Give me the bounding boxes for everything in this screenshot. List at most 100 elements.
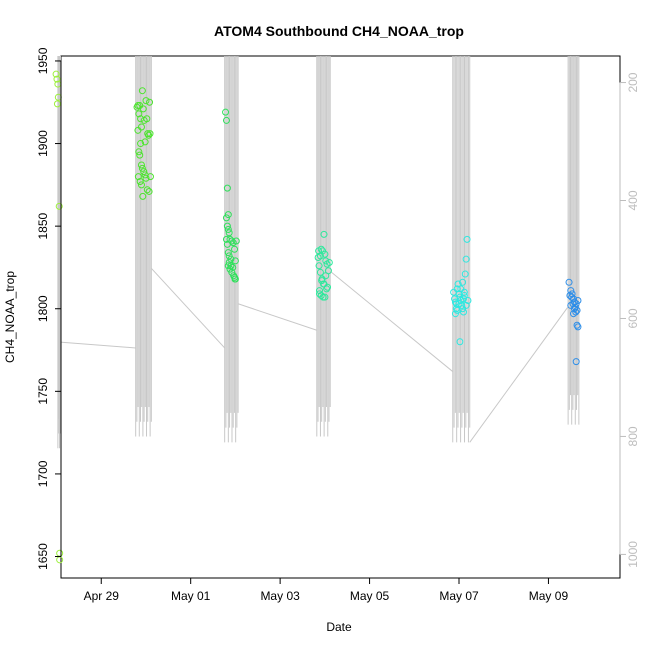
data-point-leg3 [223,222,231,230]
data-point-leg5 [463,235,471,243]
data-point-leg4 [316,268,324,276]
data-point-leg3 [229,263,237,271]
data-point-leg2 [134,126,142,134]
data-point-leg2 [138,87,146,95]
data-point-leg4 [321,250,329,258]
data-point-leg4 [323,260,331,268]
y2-tick-label: 800 [626,426,640,446]
x-tick-label: May 09 [529,589,569,603]
data-point-leg2 [143,186,151,194]
y2-tick-label: 200 [626,72,640,92]
data-point-leg5 [456,293,464,301]
y-axis: 1650 1700 1750 1800 1850 1900 1950 [36,47,62,570]
data-point-leg3 [232,237,240,245]
trace-transit-1 [60,341,136,349]
data-point-leg3 [224,249,232,257]
data-point-leg4 [316,252,324,260]
data-point-leg4 [322,272,330,280]
data-point-leg2 [137,181,145,189]
data-point-leg6 [568,290,576,298]
data-point-leg4 [315,287,323,295]
x-axis-label: Date [326,620,352,634]
trace-transit-2 [150,268,226,349]
data-point-leg2 [146,130,154,138]
data-point-leg1 [53,100,61,108]
x-axis: Apr 29 May 01 May 03 May 05 May 07 May 09 [84,577,569,603]
data-point-leg3 [224,225,232,233]
data-point-leg5 [460,292,468,300]
data-point-leg5 [451,310,459,318]
x-tick-label: Apr 29 [84,589,120,603]
data-point-leg5 [459,308,467,316]
data-point-leg2 [140,168,148,176]
x-tick-label: May 03 [260,589,300,603]
data-point-leg3 [223,184,231,192]
data-point-leg4 [320,280,328,288]
y2-tick-label: 400 [626,190,640,210]
y-tick-label: 1800 [36,295,50,322]
data-point-leg2 [136,178,144,186]
data-point-leg3 [227,262,235,270]
data-point-leg6 [569,310,577,318]
data-point-leg3 [231,257,239,265]
data-point-leg2 [135,148,143,156]
chart-title: ATOM4 Southbound CH4_NOAA_trop [214,23,464,39]
data-point-leg1 [56,556,64,564]
y2-axis: 200 400 600 800 1000 [619,72,640,568]
data-point-leg6 [574,323,582,331]
y2-tick-label: 600 [626,308,640,328]
data-point-leg2 [146,98,154,106]
data-point-leg2 [137,161,145,169]
data-point-leg4 [320,230,328,238]
data-points [52,70,582,564]
data-point-leg5 [460,288,468,296]
y-tick-label: 1700 [36,460,50,487]
data-point-leg2 [143,115,151,123]
data-point-leg1 [56,549,64,557]
data-point-leg2 [141,138,149,146]
data-point-leg4 [325,258,333,266]
data-point-leg5 [461,270,469,278]
data-point-leg6 [572,308,580,316]
data-point-leg3 [225,229,233,237]
x-tick-label: May 01 [171,589,211,603]
data-point-leg1 [55,202,63,210]
data-point-leg6 [565,278,573,286]
data-point-leg6 [568,293,576,301]
data-point-leg3 [222,116,230,124]
data-point-leg6 [566,292,574,300]
data-point-leg5 [452,305,460,313]
data-point-leg3 [222,214,230,222]
data-point-leg4 [321,293,329,301]
x-tick-label: May 07 [439,589,479,603]
data-point-leg6 [567,287,575,295]
y-tick-label: 1750 [36,378,50,405]
data-point-leg4 [322,257,330,265]
data-point-leg2 [141,171,149,179]
data-point-leg2 [139,105,147,113]
trace-transit-4 [329,270,454,372]
data-point-leg3 [225,252,233,260]
data-point-leg3 [231,245,239,253]
data-point-leg3 [225,258,233,266]
data-point-leg2 [142,97,150,105]
data-point-leg2 [145,131,153,139]
x-tick-label: May 05 [350,589,390,603]
data-point-leg5 [462,255,470,263]
data-point-leg6 [574,296,582,304]
y-axis-label: CH4_NOAA_trop [3,271,17,363]
y-tick-label: 1900 [36,130,50,157]
y-tick-label: 1850 [36,212,50,239]
data-point-leg3 [224,211,232,219]
data-point-leg4 [314,254,322,262]
data-point-leg5 [462,301,470,309]
data-point-leg4 [315,262,323,270]
data-point-leg6 [572,358,580,366]
data-point-leg3 [227,255,235,263]
data-point-leg2 [139,192,147,200]
data-point-leg2 [137,140,145,148]
data-point-leg2 [136,151,144,159]
y2-tick-label: 1000 [626,541,640,568]
data-point-leg5 [459,295,467,303]
